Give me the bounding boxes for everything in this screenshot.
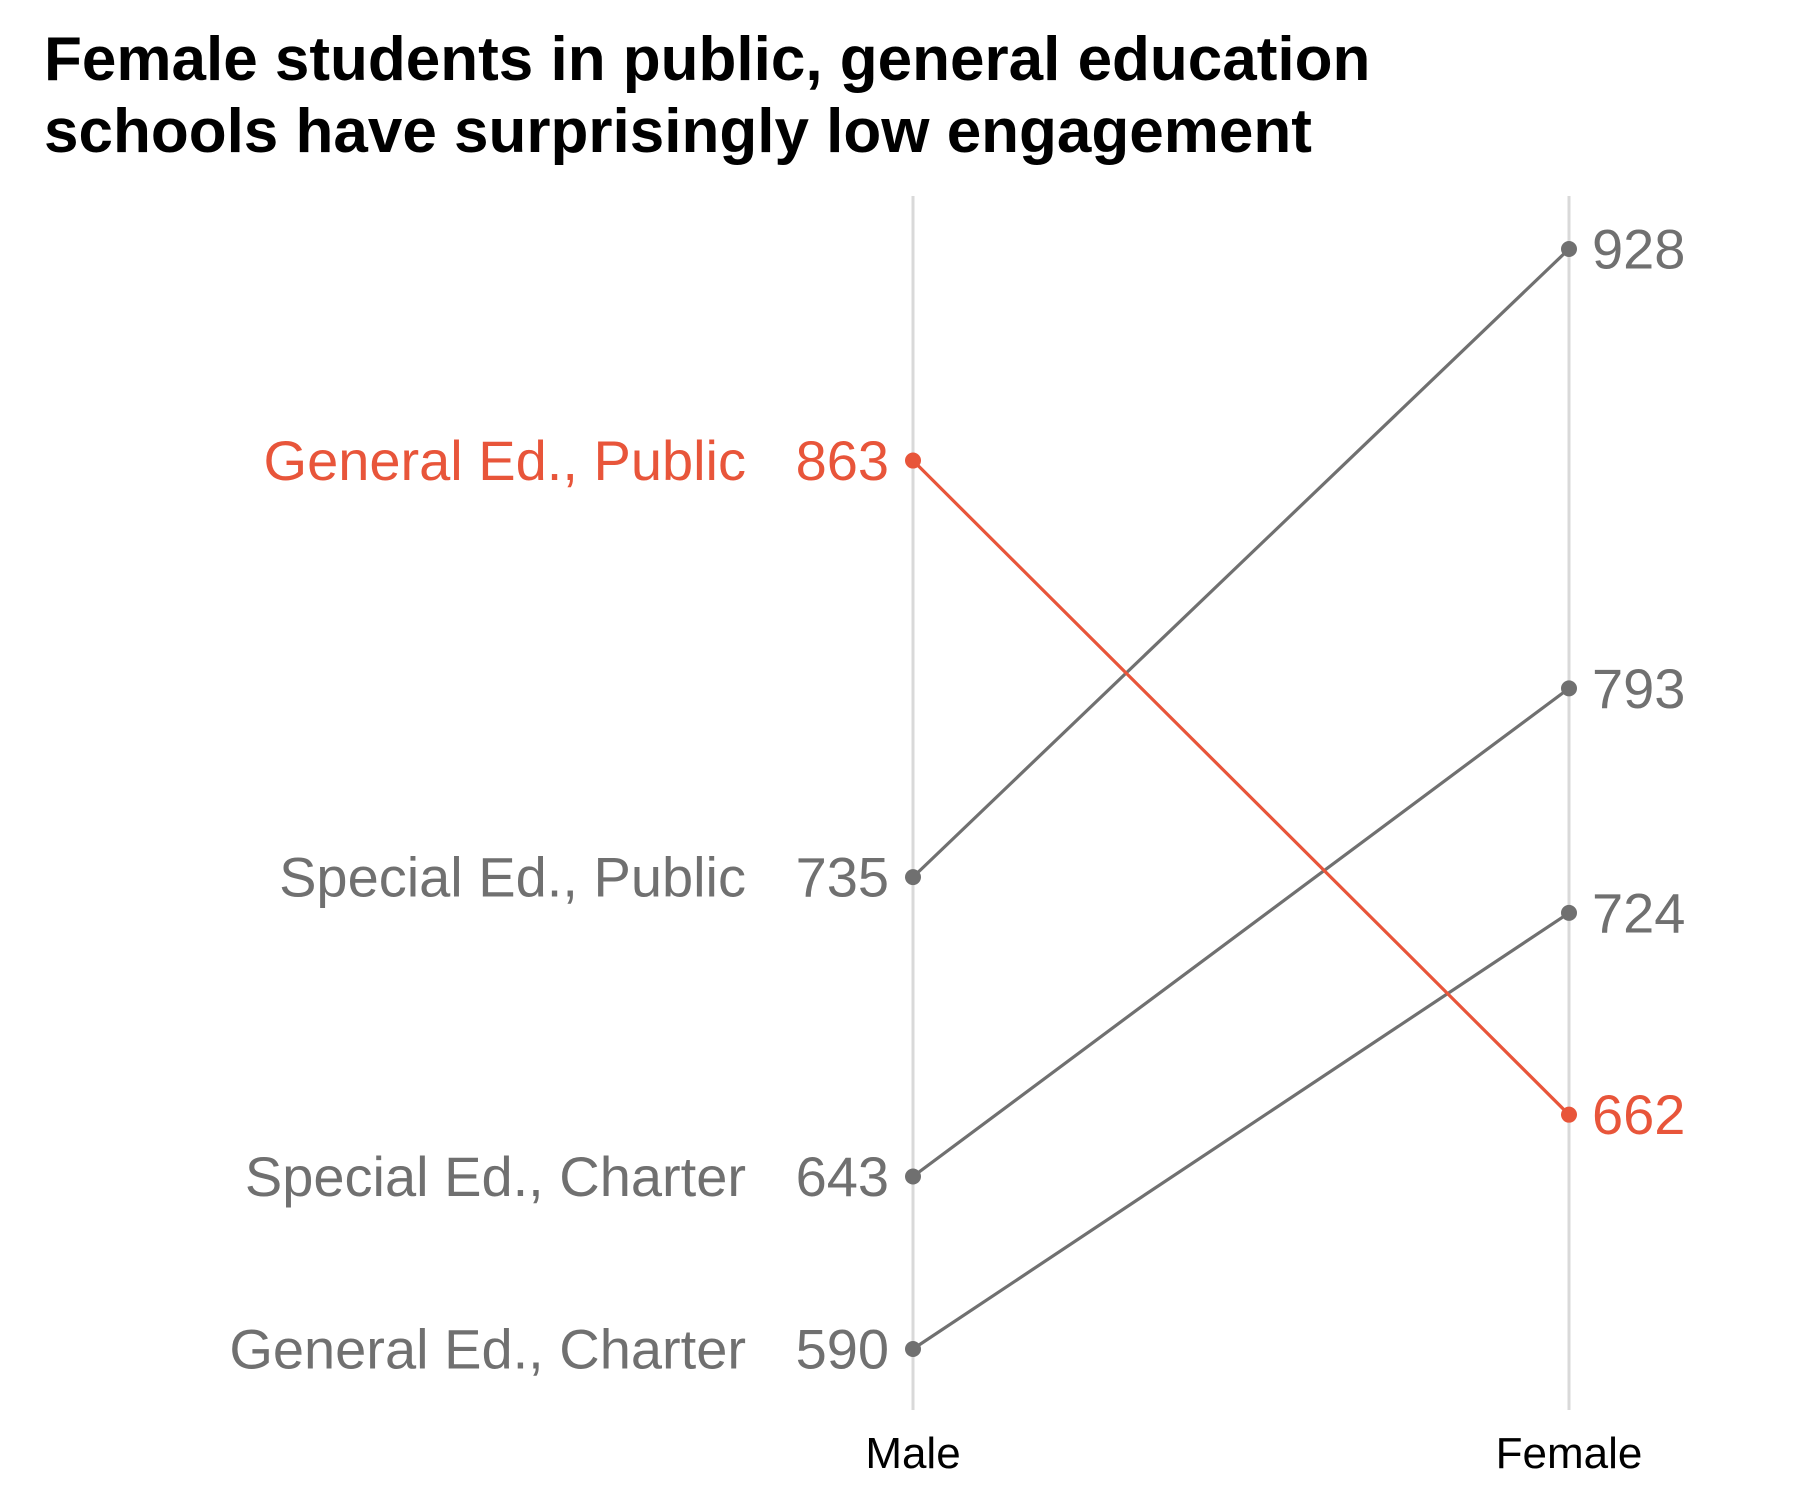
point-special-ed-public-female	[1561, 241, 1577, 257]
series-lines-layer	[911, 247, 1571, 1351]
series-name-label-general-ed-public: General Ed., Public	[264, 429, 746, 492]
point-general-ed-charter-female	[1561, 904, 1577, 921]
chart-title-line-2: schools have surprisingly low engagement	[44, 97, 1312, 166]
value-label-special-ed-public-female: 928	[1592, 218, 1685, 281]
series-points-layer	[905, 241, 1577, 1357]
point-general-ed-charter-male	[905, 1341, 921, 1357]
axes-layer: Male Female	[865, 196, 1642, 1478]
value-label-general-ed-public-male: 863	[796, 429, 889, 492]
point-general-ed-public-female	[1561, 1106, 1577, 1123]
axis-label-female: Female	[1496, 1429, 1643, 1478]
value-label-special-ed-public-male: 735	[796, 846, 889, 909]
point-special-ed-charter-male	[905, 1168, 921, 1185]
series-line-special-ed-charter	[912, 687, 1570, 1178]
axis-label-male: Male	[865, 1429, 960, 1478]
chart-title-line-1: Female students in public, general educa…	[44, 25, 1371, 94]
point-general-ed-public-male	[905, 452, 921, 469]
value-label-general-ed-charter-female: 724	[1592, 881, 1685, 944]
value-label-special-ed-charter-male: 643	[796, 1145, 889, 1208]
series-name-label-special-ed-charter: Special Ed., Charter	[245, 1145, 746, 1208]
labels-layer: Special Ed., Public 735 928 Special Ed., Ch…	[229, 218, 1685, 1381]
value-label-special-ed-charter-female: 793	[1592, 657, 1685, 720]
point-special-ed-charter-female	[1561, 680, 1577, 697]
series-line-special-ed-public	[911, 247, 1571, 879]
series-line-general-ed-charter	[912, 911, 1570, 1351]
value-label-general-ed-charter-male: 590	[796, 1318, 889, 1381]
series-line-general-ed-public	[911, 459, 1571, 1116]
series-name-label-general-ed-charter: General Ed., Charter	[229, 1318, 746, 1381]
value-label-general-ed-public-female: 662	[1592, 1083, 1685, 1146]
point-special-ed-public-male	[905, 869, 921, 886]
series-name-label-special-ed-public: Special Ed., Public	[279, 846, 746, 909]
chart-title: Female students in public, general educa…	[44, 24, 1744, 168]
